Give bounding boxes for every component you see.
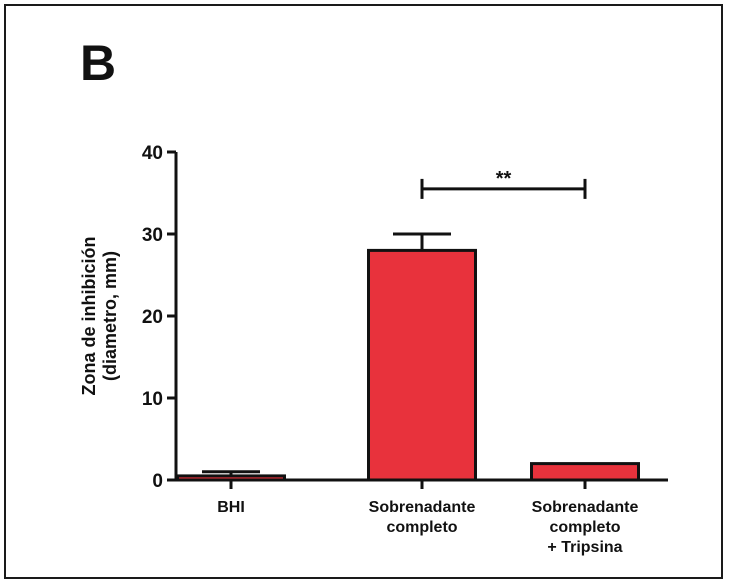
y-tick-label-0: 0: [152, 471, 163, 492]
y-axis-label: Zona de inhibición(diametro, mm): [79, 237, 120, 396]
bar-1: [367, 248, 477, 482]
figure-frame: B 0 10 20 30 40 BHI Sobrenadante completo Sobren…: [4, 4, 723, 579]
y-tick-label-3: 30: [142, 225, 163, 246]
significance-label: **: [496, 168, 512, 190]
panel-label: B: [80, 35, 117, 91]
bar-2: [530, 462, 640, 482]
y-tick-label-2: 20: [142, 307, 163, 328]
x-category-label-2: Sobrenadante completo + Tripsina: [532, 499, 639, 556]
y-tick-label-4: 40: [142, 143, 163, 164]
x-category-label-1: Sobrenadante completo: [369, 499, 476, 536]
bar-chart: 0 10 20 30 40 BHI Sobrenadante completo Sobrenad…: [79, 143, 668, 556]
x-category-label-0: BHI: [217, 499, 245, 516]
y-tick-label-1: 10: [142, 389, 163, 410]
